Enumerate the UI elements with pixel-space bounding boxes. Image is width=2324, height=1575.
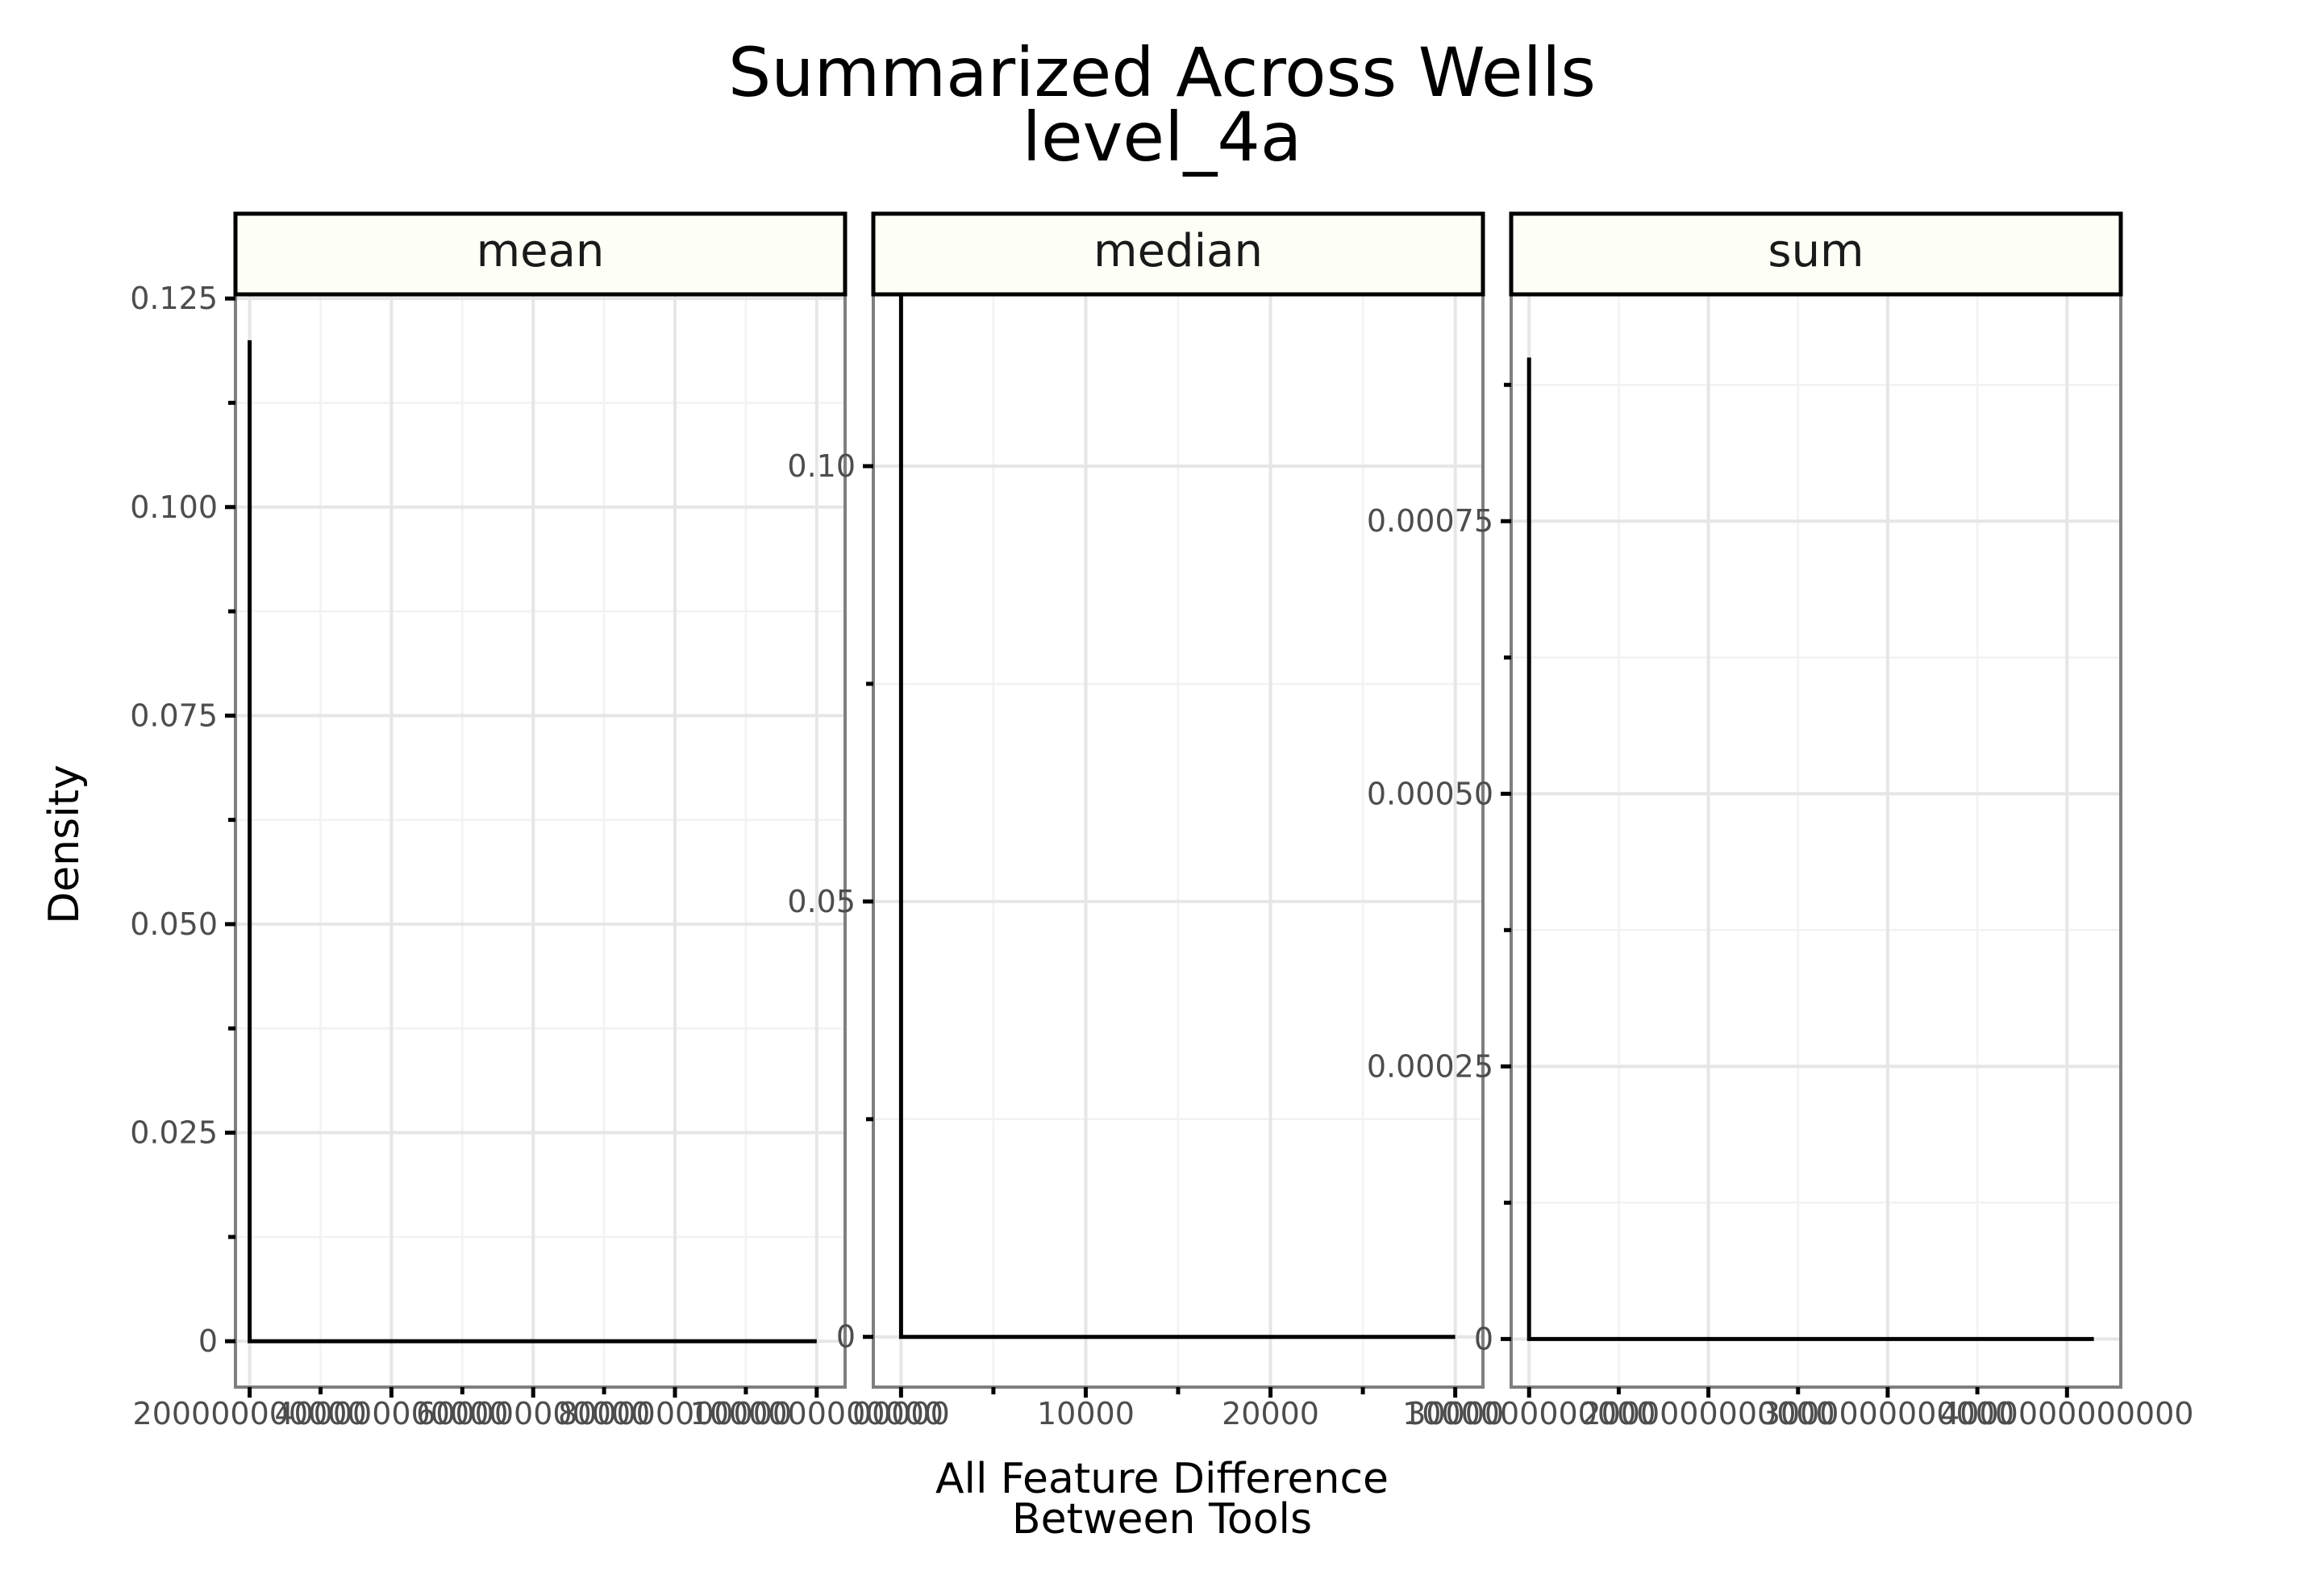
y-tick-label: 0 xyxy=(198,1323,218,1359)
facet-strip xyxy=(233,211,848,297)
x-tick-label: 2000000000000 xyxy=(1581,1396,1835,1431)
facet-strip-label: sum xyxy=(1768,225,1864,277)
y-tick-label: 0.10 xyxy=(787,448,856,484)
x-tick-label: 00000 xyxy=(852,1396,950,1431)
y-tick-label: 0.05 xyxy=(787,884,856,919)
panel-sum: sum 0 0.00025 0.00050 0.00075 100000000000020… xyxy=(1367,211,2193,1431)
x-tick-label: 400000000000 xyxy=(274,1396,508,1431)
density-line-median xyxy=(898,292,1456,1340)
x-tick-label: 600000000000 xyxy=(416,1396,650,1431)
x-tick-label: 1000000000000 xyxy=(1402,1396,1656,1431)
x-tick-label: 1000000000000 xyxy=(690,1396,943,1431)
y-tick-label: 0 xyxy=(1474,1321,1493,1356)
x-tick-label: 30000 xyxy=(1406,1396,1504,1431)
panel-median: median 0 0.05 0.10 00000 10000 20000 30000 xyxy=(787,211,1504,1431)
y-tick-label: 0.00050 xyxy=(1367,776,1493,811)
y-tick-label: 0.00075 xyxy=(1367,503,1493,539)
panel-background xyxy=(1511,294,2121,1387)
facet-strip xyxy=(1509,211,2123,297)
y-tick-label: 0.00025 xyxy=(1367,1048,1493,1084)
x-tick-label: 4000000000000 xyxy=(1940,1396,2193,1431)
facet-strip-label: median xyxy=(1093,225,1263,277)
y-tick-label: 0.100 xyxy=(130,490,218,525)
panel-mean: mean00.0250.0500.0750.1000.1252000000000… xyxy=(130,211,943,1431)
x-tick-label: 200000000000 xyxy=(133,1396,367,1431)
density-line-mean xyxy=(248,340,817,1344)
chart-title-line-1: Summarized Across Wells xyxy=(727,33,1597,112)
x-tick-label: 800000000000 xyxy=(558,1396,792,1431)
facet-strip xyxy=(871,211,1485,297)
facet-strip-label: mean xyxy=(477,225,605,277)
x-axis-label-line-1: All Feature Difference xyxy=(935,1455,1389,1503)
y-tick-label: 0.025 xyxy=(130,1115,218,1151)
chart-title-line-2: level_4a xyxy=(1022,98,1302,177)
y-tick-label: 0.125 xyxy=(130,281,218,316)
x-tick-label: 20000 xyxy=(1222,1396,1319,1431)
x-tick-label: 10000 xyxy=(1037,1396,1135,1431)
density-line-sum xyxy=(1526,357,2094,1341)
panel-background xyxy=(235,294,845,1387)
x-tick-label: 3000000000000 xyxy=(1761,1396,2014,1431)
y-axis-label: Density xyxy=(40,765,89,924)
y-tick-label: 0.050 xyxy=(130,906,218,942)
y-tick-label: 0 xyxy=(836,1319,856,1355)
y-tick-label: 0.075 xyxy=(130,698,218,733)
x-axis-label-line-2: Between Tools xyxy=(1011,1495,1313,1544)
